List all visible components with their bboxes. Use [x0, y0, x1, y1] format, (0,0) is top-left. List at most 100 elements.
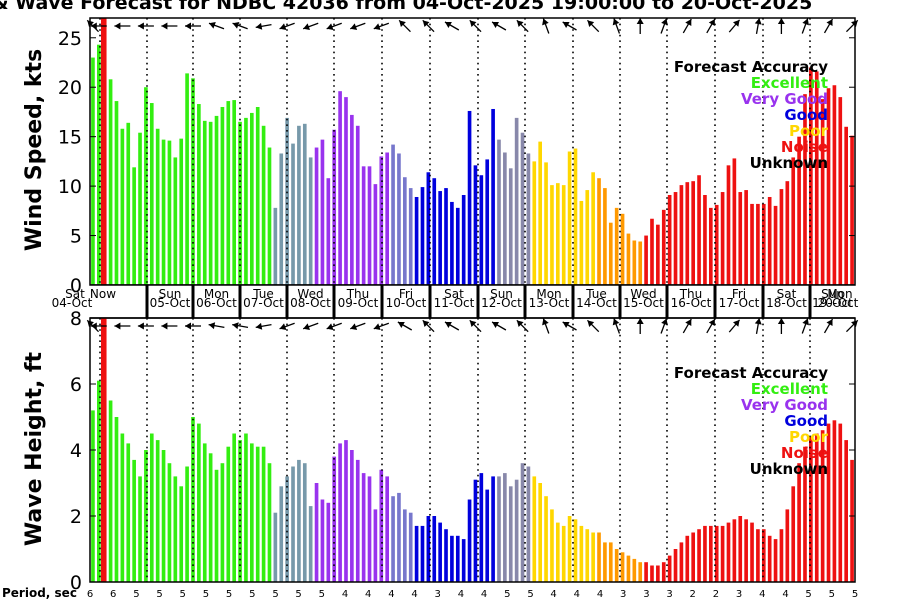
wind-bar	[656, 224, 660, 285]
date-label: 13-Oct	[529, 296, 570, 310]
wind-bar	[397, 153, 401, 285]
wind-bar	[679, 185, 684, 285]
legend-item: Poor	[789, 428, 829, 446]
wave-bar	[567, 516, 572, 582]
wind-direction-arrow	[728, 19, 741, 33]
wind-direction-arrow	[636, 18, 644, 34]
wind-bar	[202, 120, 207, 285]
wind-bar	[744, 190, 748, 285]
wind-bar	[226, 101, 231, 285]
period-value: 5	[226, 589, 232, 600]
wave-direction-arrow	[682, 318, 692, 334]
wave-bar	[844, 440, 848, 582]
wind-bar	[638, 241, 643, 285]
wind-bar	[573, 148, 578, 285]
wave-bar	[608, 542, 613, 582]
period-value: 5	[829, 589, 835, 600]
period-value: 3	[666, 589, 672, 600]
wind-direction-arrow	[114, 22, 131, 30]
wave-direction-arrow	[279, 322, 295, 330]
wind-bar	[561, 185, 566, 285]
wave-bar	[791, 486, 796, 582]
period-value: 5	[852, 589, 858, 600]
wind-bar	[738, 192, 743, 285]
legend-item: Excellent	[751, 74, 828, 92]
legend-item: Unknown	[750, 460, 828, 478]
wave-bar	[332, 456, 337, 582]
wind-bar	[149, 103, 154, 285]
legend-item: Excellent	[751, 380, 828, 398]
wind-bar	[373, 184, 378, 285]
wind-bar	[691, 181, 695, 285]
wave-y-tick-label: 2	[70, 506, 82, 528]
wave-bar	[350, 450, 354, 582]
wave-bar	[550, 509, 554, 582]
wave-direction-arrow	[777, 318, 785, 334]
wind-bar	[603, 188, 607, 285]
wave-y-tick-label: 0	[70, 572, 82, 594]
wave-bar	[302, 463, 307, 582]
period-value: 3	[643, 589, 649, 600]
wind-bar	[726, 165, 731, 285]
day-of-week-label: Thu	[679, 287, 703, 301]
period-value: 5	[295, 589, 301, 600]
wind-bar	[714, 204, 719, 285]
period-value: 5	[180, 589, 186, 600]
date-label: 18-Oct	[766, 296, 807, 310]
wave-bar	[420, 525, 425, 582]
wind-bar	[467, 110, 472, 286]
wave-bar	[297, 459, 301, 582]
wave-direction-arrow	[255, 322, 272, 330]
wave-bar	[444, 529, 448, 582]
wind-direction-arrow	[398, 19, 411, 33]
wave-bar	[709, 525, 713, 582]
period-value: 5	[133, 589, 139, 600]
wave-bar	[361, 473, 366, 582]
wind-bar	[826, 88, 831, 286]
wind-y-tick-label: 0	[70, 275, 82, 297]
wave-direction-arrow	[232, 322, 249, 330]
date-label: 05-Oct	[150, 296, 191, 310]
wind-bar	[703, 195, 707, 285]
wave-bar	[408, 512, 413, 582]
wave-y-tick-label: 8	[70, 308, 82, 330]
wind-bar	[250, 112, 254, 286]
wind-bar	[220, 107, 225, 285]
wind-bar	[420, 187, 425, 285]
period-value: 4	[411, 589, 417, 600]
wind-y-axis-label: Wind Speed, kts	[22, 49, 47, 251]
date-label: 07-Oct	[243, 296, 284, 310]
wind-y-tick-label: 10	[58, 176, 82, 198]
wind-bar	[432, 178, 437, 285]
wind-direction-arrow	[373, 22, 390, 30]
wind-direction-arrow	[586, 19, 600, 33]
wind-bar	[403, 177, 407, 285]
wave-bars	[91, 318, 854, 582]
period-value: 5	[156, 589, 162, 600]
wind-bar	[291, 143, 295, 285]
wave-bar	[838, 423, 843, 582]
wave-bar	[220, 463, 225, 582]
wind-direction-arrow	[350, 22, 366, 30]
wave-bar	[650, 565, 654, 582]
wave-direction-arrows	[86, 318, 859, 334]
wind-bar	[761, 203, 766, 285]
period-value: 6	[87, 589, 93, 600]
date-label: 06-Oct	[196, 296, 237, 310]
date-label: 10-Oct	[386, 296, 427, 310]
wave-bar	[338, 443, 342, 582]
wind-bar	[208, 121, 213, 285]
wind-bar	[338, 91, 342, 286]
wave-bar	[761, 529, 766, 582]
wave-bar	[785, 509, 790, 582]
wind-day-gridlines	[99, 18, 811, 285]
wind-bar	[320, 139, 325, 285]
period-value: 5	[527, 589, 533, 600]
wind-bar	[367, 166, 372, 285]
wind-bar	[285, 117, 289, 285]
wave-bar	[114, 417, 119, 582]
wind-bar	[144, 87, 148, 285]
wave-bar	[603, 542, 607, 582]
day-of-week-label: Fri	[732, 287, 746, 301]
wind-bar	[273, 207, 278, 285]
